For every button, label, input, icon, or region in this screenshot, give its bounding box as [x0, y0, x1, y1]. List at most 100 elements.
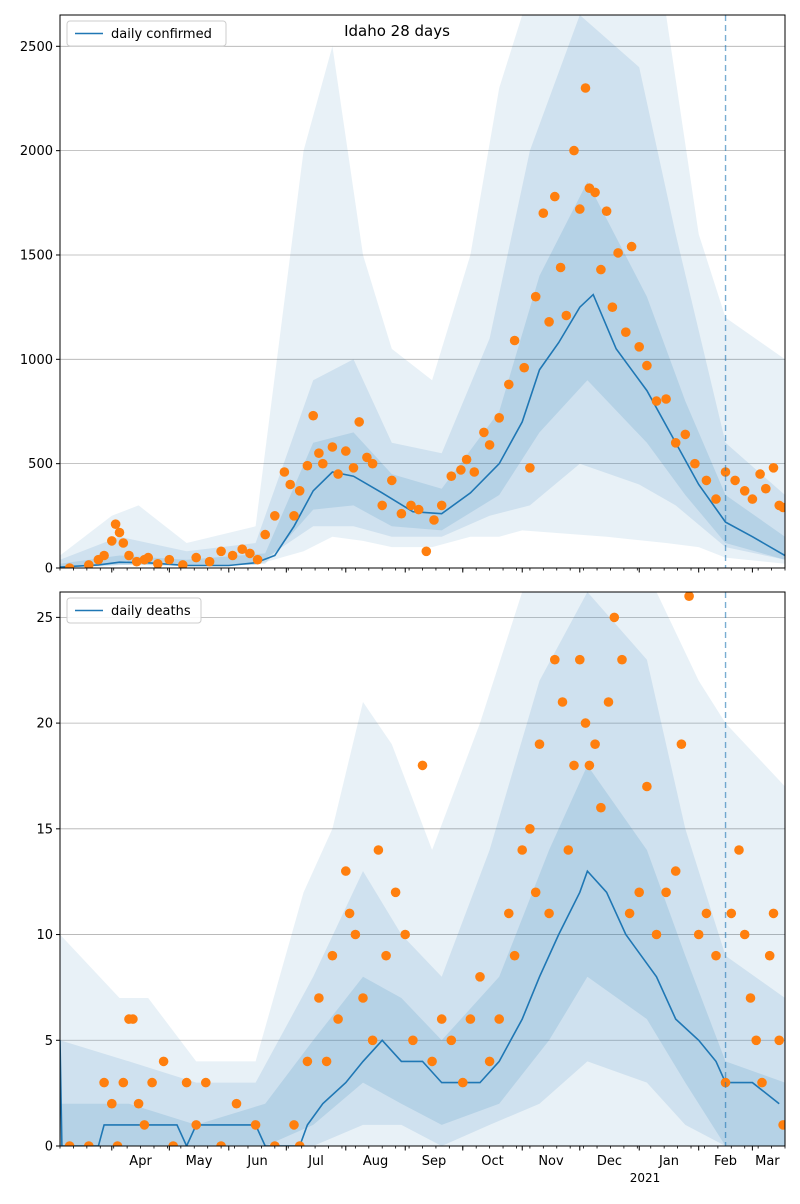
observed-point: [327, 950, 338, 961]
observed-point: [596, 802, 606, 813]
observed-point: [270, 511, 280, 521]
legend-label: daily confirmed: [111, 27, 212, 42]
y-tick-label: 2500: [20, 40, 53, 55]
y-tick-label: 1500: [20, 248, 53, 263]
observed-point: [294, 1141, 305, 1146]
uncertainty-band-inner: [60, 181, 785, 568]
observed-point: [550, 191, 560, 202]
observed-point: [534, 739, 545, 749]
observed-point: [670, 438, 681, 448]
observed-point: [755, 469, 765, 479]
observed-point: [84, 1141, 94, 1146]
observed-point: [626, 241, 637, 252]
legend: daily confirmed: [66, 20, 227, 47]
observed-point: [494, 413, 505, 423]
x-tick-label: Jun: [246, 1154, 267, 1169]
observed-point: [465, 1014, 476, 1024]
x-year-label: 2021: [630, 1171, 661, 1185]
observed-point: [333, 1014, 343, 1024]
observed-point: [761, 483, 771, 494]
observed-point: [118, 538, 129, 548]
observed-point: [204, 556, 215, 567]
model-line: [60, 293, 785, 568]
observed-point: [143, 552, 153, 563]
chart-title: Idaho 28 days: [344, 22, 450, 40]
observed-point: [110, 519, 121, 529]
observed-point: [112, 1141, 123, 1146]
observed-point: [557, 697, 568, 707]
observed-point: [421, 546, 432, 557]
uncertainty-band-outer: [60, 15, 785, 568]
observed-point: [321, 1056, 332, 1067]
observed-point: [509, 335, 520, 346]
observed-point: [456, 465, 466, 475]
observed-point: [367, 1035, 378, 1046]
x-tick-label: Jul: [307, 1154, 324, 1169]
model-line: [60, 869, 780, 1146]
observed-point: [504, 379, 514, 390]
observed-point: [607, 302, 618, 313]
observed-point: [617, 654, 627, 665]
observed-point: [158, 1056, 169, 1067]
observed-point: [417, 760, 428, 771]
observed-point: [289, 1120, 299, 1130]
legend: daily deaths: [66, 597, 202, 624]
observed-point: [344, 908, 355, 919]
observed-point: [747, 494, 758, 504]
observed-point: [624, 908, 635, 919]
observed-point: [530, 291, 541, 302]
observed-point: [778, 502, 785, 513]
observed-point: [139, 1120, 150, 1130]
observed-point: [252, 554, 263, 565]
observed-point: [479, 427, 489, 438]
observed-point: [458, 1077, 468, 1088]
uncertainty-band-inner: [60, 765, 785, 1146]
observed-point: [153, 559, 163, 568]
observed-point: [530, 887, 541, 898]
y-tick-label: 2000: [20, 144, 53, 159]
observed-point: [550, 654, 560, 665]
observed-point: [661, 887, 671, 898]
observed-point: [569, 145, 579, 156]
observed-point: [661, 394, 671, 404]
observed-point: [613, 248, 623, 258]
observed-point: [327, 442, 338, 452]
observed-point: [362, 452, 372, 463]
observed-point: [436, 1014, 447, 1024]
observed-point: [131, 556, 142, 567]
observed-point: [429, 515, 439, 525]
observed-point: [367, 458, 378, 469]
observed-point: [609, 612, 620, 623]
observed-point: [651, 929, 662, 940]
x-tick-label: Oct: [481, 1154, 503, 1169]
deaths-panel: 0 5 10 15 20 25 Apr May Jun Jul Aug Sep Oct Nov Dec Jan…: [36, 591, 786, 1169]
observed-point: [302, 1056, 313, 1067]
observed-point: [294, 486, 305, 496]
observed-point: [590, 739, 600, 749]
observed-point: [739, 486, 750, 496]
observed-point: [285, 479, 296, 490]
observed-point: [446, 1035, 457, 1046]
observed-point: [504, 908, 514, 919]
observed-point: [348, 463, 359, 473]
observed-point: [494, 1014, 505, 1024]
observed-point: [201, 1077, 211, 1088]
observed-point: [778, 1120, 785, 1130]
observed-point: [690, 458, 700, 469]
observed-point: [469, 467, 480, 477]
observed-point: [99, 550, 109, 561]
observed-point: [133, 1098, 144, 1109]
observed-point: [601, 206, 612, 216]
observed-point: [693, 929, 704, 940]
x-tick-label: Feb: [714, 1154, 737, 1169]
observed-point: [227, 550, 238, 561]
observed-point: [711, 950, 721, 961]
observed-point: [191, 1120, 201, 1130]
observed-point: [538, 208, 549, 218]
observed-point: [642, 781, 652, 792]
observed-point: [475, 972, 485, 982]
observed-point: [575, 204, 585, 214]
observed-point: [484, 440, 495, 450]
legend-box: [66, 20, 227, 47]
